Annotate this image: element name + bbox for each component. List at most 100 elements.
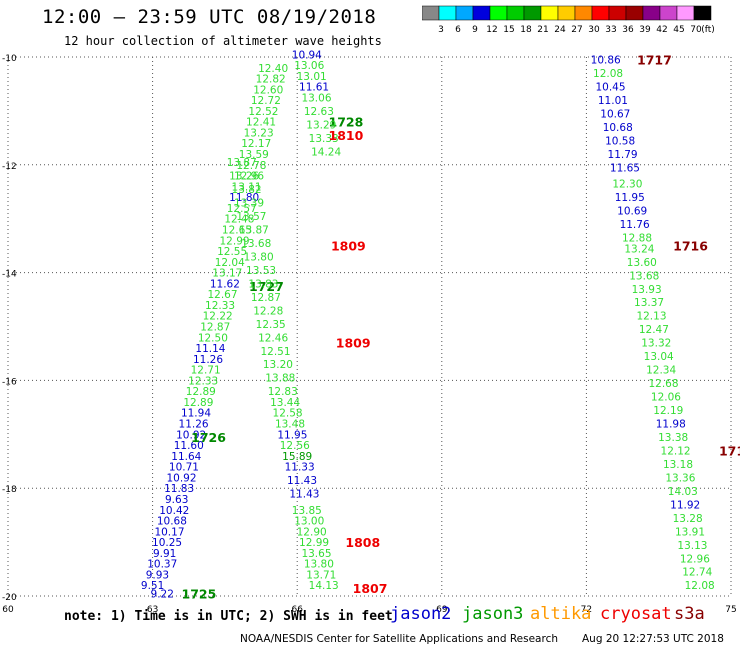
wave-height-value: 13.06 <box>294 60 324 72</box>
colorbar-tick-label: 33 <box>605 25 616 34</box>
footnote: note: 1) Time is in UTC; 2) SWH is in fe… <box>64 609 393 624</box>
wave-height-value: 11.61 <box>299 82 329 94</box>
wave-height-value: 12.17 <box>241 138 271 150</box>
wave-height-value: 12.83 <box>268 386 298 398</box>
wave-height-value: 12.30 <box>612 179 642 191</box>
wave-height-value: 10.92 <box>166 472 196 484</box>
wave-height-value: 12.46 <box>258 332 288 344</box>
colorbar-tick-label: 39 <box>639 25 651 34</box>
wave-height-value: 12.12 <box>661 445 691 457</box>
satellite-label-jason3: jason3 <box>462 604 524 624</box>
wave-height-value: 13.11 <box>232 181 262 193</box>
wave-height-value: 12.48 <box>224 214 254 226</box>
colorbar-tick-label: 42 <box>656 25 667 34</box>
wave-height-value: 13.65 <box>301 548 331 560</box>
wave-height-value: 13.28 <box>673 513 703 525</box>
wave-height-value: 12.74 <box>682 567 712 579</box>
colorbar-tick-label: 24 <box>554 25 566 34</box>
wave-height-value: 13.06 <box>301 92 331 104</box>
wave-height-value: 13.91 <box>675 526 705 538</box>
wave-height-value: 11.80 <box>229 192 259 204</box>
wave-height-value: 12.67 <box>207 289 237 301</box>
wave-height-value: 12.50 <box>198 332 228 344</box>
pass-time-label: 1726 <box>191 430 226 445</box>
wave-height-value: 12.52 <box>248 106 278 118</box>
colorbar-tick-label: 27 <box>571 25 582 34</box>
wave-height-value: 13.01 <box>297 71 327 83</box>
wave-height-value: 13.38 <box>658 432 688 444</box>
wave-height-value: 13.87 <box>239 224 269 236</box>
x-tick-label: 72 <box>581 605 592 615</box>
wave-height-value: 14.03 <box>668 486 698 498</box>
y-tick-label: -18 <box>2 485 17 495</box>
wave-height-value: 12.89 <box>186 386 216 398</box>
wave-height-value: 13.88 <box>265 373 295 385</box>
wave-height-value: 10.71 <box>169 462 199 474</box>
page-subtitle: 12 hour collection of altimeter wave hei… <box>64 34 382 48</box>
wave-height-value: 13.83 <box>248 278 278 290</box>
wave-height-value: 13.13 <box>677 540 707 552</box>
wave-height-value: 13.59 <box>239 149 269 161</box>
wave-height-value: 12.33 <box>188 375 218 387</box>
wave-height-value: 12.35 <box>256 319 286 331</box>
wave-height-value: 12.56 <box>280 440 310 452</box>
credit-text: NOAA/NESDIS Center for Satellite Applica… <box>240 633 558 645</box>
wave-height-value: 13.68 <box>241 238 271 250</box>
wave-height-value: 11.14 <box>195 343 225 355</box>
wave-height-value: 11.26 <box>193 354 223 366</box>
wave-height-value: 12.96 <box>234 171 264 183</box>
wave-height-value: 9.93 <box>146 569 169 581</box>
wave-height-value: 10.42 <box>159 505 189 517</box>
colorbar-tick-label: 15 <box>503 25 514 34</box>
wave-height-value: 10.17 <box>154 526 184 538</box>
wave-height-value: 10.58 <box>605 136 635 148</box>
wave-height-value: 13.68 <box>629 270 659 282</box>
x-tick-label: 69 <box>436 605 448 615</box>
wave-height-value: 12.82 <box>256 74 286 86</box>
wave-height-value: 12.22 <box>203 311 233 323</box>
wave-height-value: 12.28 <box>253 305 283 317</box>
wave-height-value: 12.90 <box>297 526 327 538</box>
y-tick-label: -10 <box>2 54 17 64</box>
wave-height-value: 13.20 <box>263 359 293 371</box>
wave-height-value: 11.79 <box>608 149 638 161</box>
wave-height-value: 11.65 <box>610 162 640 174</box>
wave-height-value: 12.63 <box>304 106 334 118</box>
wave-height-value: 9.22 <box>151 588 174 600</box>
wave-height-value: 12.51 <box>260 346 290 358</box>
pass-time-label: 1715 <box>719 443 740 458</box>
wave-height-value: 12.89 <box>183 397 213 409</box>
wave-height-value: 12.08 <box>593 68 623 80</box>
wave-height-value: 11.01 <box>598 95 628 107</box>
wave-height-value: 13.39 <box>234 198 264 210</box>
pass-time-label: 1809 <box>336 336 371 351</box>
pass-time-label: 1808 <box>345 535 380 550</box>
y-tick-label: -14 <box>2 270 17 280</box>
wave-height-value: 12.34 <box>646 365 676 377</box>
pass-time-label: 1717 <box>637 53 672 68</box>
colorbar-unit: (ft) <box>701 25 715 34</box>
wave-height-value: 11.98 <box>656 419 686 431</box>
wave-height-value: 12.58 <box>273 408 303 420</box>
satellite-label-s3a: s3a <box>674 604 705 624</box>
wave-height-value: 15.89 <box>282 451 312 463</box>
colorbar-tick-label: 12 <box>486 25 497 34</box>
wave-height-value: 10.67 <box>600 109 630 121</box>
wave-height-value: 11.33 <box>285 462 315 474</box>
wave-height-value: 13.80 <box>244 251 274 263</box>
x-tick-label: 63 <box>147 605 158 615</box>
wave-height-value: 12.08 <box>685 580 715 592</box>
wave-height-value: 12.06 <box>651 392 681 404</box>
colorbar-tick-label: 36 <box>622 25 634 34</box>
wave-height-value: 10.45 <box>595 82 625 94</box>
wave-height-value: 11.43 <box>287 475 317 487</box>
wave-height-value: 12.33 <box>205 300 235 312</box>
wave-height-value: 14.13 <box>309 580 339 592</box>
wave-height-value: 13.53 <box>246 265 276 277</box>
wave-height-value: 9.91 <box>153 548 176 560</box>
wave-height-value: 12.55 <box>217 246 247 258</box>
satellite-label-altika: altika <box>530 604 592 624</box>
wave-height-value: 13.93 <box>632 284 662 296</box>
pass-time-label: 1810 <box>329 128 364 143</box>
wave-height-value: 11.62 <box>210 278 240 290</box>
